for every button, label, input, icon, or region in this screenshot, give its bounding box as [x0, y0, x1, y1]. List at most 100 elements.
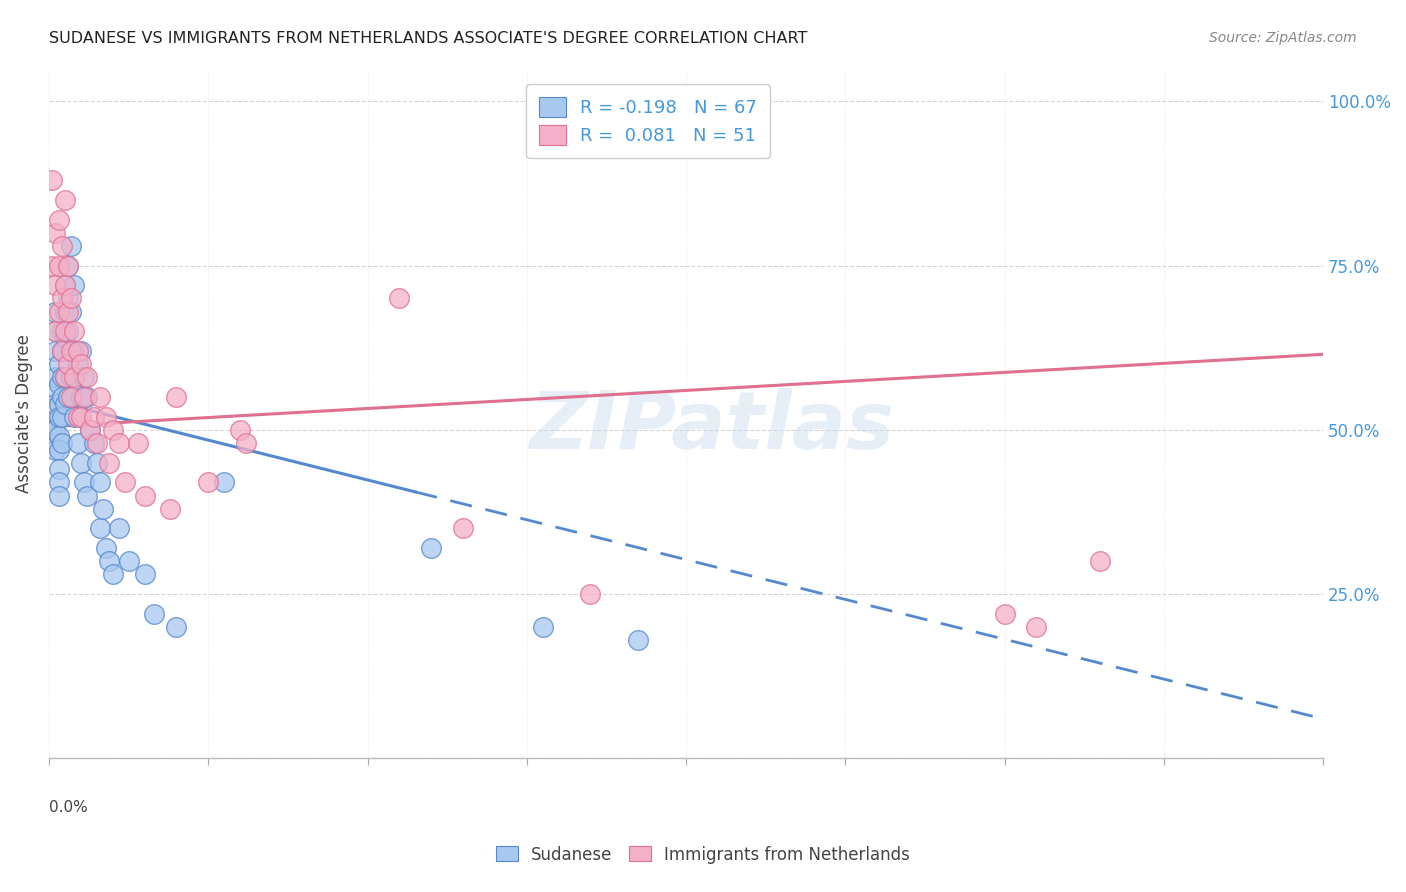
Point [63, 370, 86, 384]
Point [53, 324, 76, 338]
Point [44, 396, 66, 410]
Point [108, 436, 131, 450]
Point [48, 376, 70, 391]
Point [44, 304, 66, 318]
Point [48, 429, 70, 443]
Point [48, 489, 70, 503]
Point [66, 409, 89, 424]
Point [627, 633, 650, 648]
Point [51, 292, 73, 306]
Point [83, 409, 105, 424]
Point [101, 567, 124, 582]
Point [60, 390, 83, 404]
Point [235, 436, 257, 450]
Point [44, 324, 66, 338]
Point [69, 456, 91, 470]
Point [48, 442, 70, 457]
Text: 0.0%: 0.0% [49, 800, 87, 814]
Point [134, 489, 156, 503]
Point [89, 390, 111, 404]
Y-axis label: Associate's Degree: Associate's Degree [15, 334, 32, 493]
Point [89, 521, 111, 535]
Point [76, 489, 98, 503]
Point [76, 390, 98, 404]
Point [44, 344, 66, 359]
Point [51, 324, 73, 338]
Point [48, 396, 70, 410]
Point [96, 541, 118, 555]
Point [56, 390, 79, 404]
Point [229, 423, 252, 437]
Point [48, 212, 70, 227]
Point [66, 436, 89, 450]
Point [1025, 620, 1047, 634]
Point [66, 357, 89, 371]
Point [98, 456, 121, 470]
Point [63, 278, 86, 293]
Point [53, 370, 76, 384]
Point [56, 357, 79, 371]
Point [63, 324, 86, 338]
Point [86, 436, 108, 450]
Point [53, 396, 76, 410]
Point [79, 423, 101, 437]
Point [83, 436, 105, 450]
Point [117, 554, 139, 568]
Point [53, 278, 76, 293]
Point [51, 370, 73, 384]
Point [73, 370, 96, 384]
Point [63, 344, 86, 359]
Point [127, 436, 149, 450]
Point [56, 259, 79, 273]
Point [165, 390, 187, 404]
Point [51, 436, 73, 450]
Point [159, 501, 181, 516]
Point [60, 304, 83, 318]
Point [76, 370, 98, 384]
Point [60, 239, 83, 253]
Point [53, 370, 76, 384]
Point [53, 278, 76, 293]
Point [1088, 554, 1111, 568]
Point [579, 587, 602, 601]
Point [53, 193, 76, 207]
Point [60, 370, 83, 384]
Point [48, 357, 70, 371]
Point [48, 462, 70, 476]
Point [51, 239, 73, 253]
Text: ZIPatlas: ZIPatlas [529, 388, 894, 467]
Point [51, 344, 73, 359]
Point [41, 423, 63, 437]
Point [73, 475, 96, 490]
Point [531, 620, 554, 634]
Point [44, 278, 66, 293]
Point [114, 475, 136, 490]
Point [420, 541, 443, 555]
Point [96, 409, 118, 424]
Point [44, 423, 66, 437]
Point [48, 475, 70, 490]
Point [98, 554, 121, 568]
Point [86, 456, 108, 470]
Point [69, 409, 91, 424]
Point [51, 390, 73, 404]
Point [388, 292, 411, 306]
Point [56, 304, 79, 318]
Point [60, 292, 83, 306]
Point [212, 475, 235, 490]
Text: Source: ZipAtlas.com: Source: ZipAtlas.com [1209, 31, 1357, 45]
Point [48, 304, 70, 318]
Point [69, 357, 91, 371]
Point [56, 324, 79, 338]
Point [48, 259, 70, 273]
Point [53, 304, 76, 318]
Point [56, 259, 79, 273]
Point [44, 324, 66, 338]
Point [69, 344, 91, 359]
Point [91, 501, 114, 516]
Point [44, 226, 66, 240]
Point [48, 409, 70, 424]
Point [41, 259, 63, 273]
Point [53, 331, 76, 345]
Point [69, 390, 91, 404]
